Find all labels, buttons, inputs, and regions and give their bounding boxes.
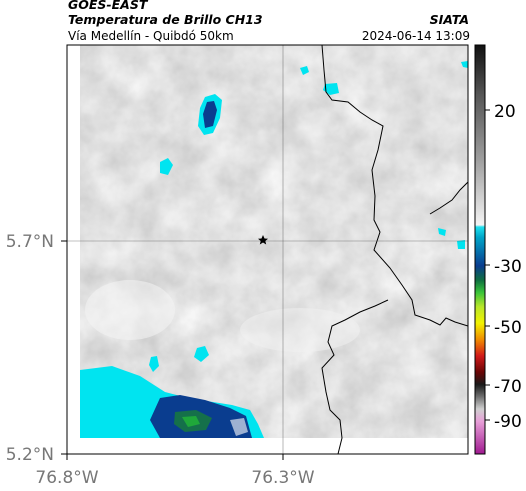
brightness-temperature-field bbox=[80, 45, 468, 438]
map-frame bbox=[66, 44, 469, 455]
lon-tick-label: 76.8°W bbox=[35, 468, 98, 488]
colorbar-tick-label: -50 bbox=[494, 318, 522, 338]
colorbar-tick-label: -30 bbox=[494, 257, 522, 277]
cold-cloud-tops bbox=[80, 61, 468, 438]
colorbar: 20 -30 -50 -70 -90 bbox=[474, 44, 522, 455]
lat-tick-label: 5.7°N bbox=[6, 232, 54, 252]
border-line-east bbox=[429, 181, 468, 215]
colorbar-tick-label: -90 bbox=[494, 412, 522, 432]
lon-tick-label: 76.3°W bbox=[251, 468, 314, 488]
lat-tick-label: 5.2°N bbox=[6, 445, 54, 465]
satellite-title: GOES-EAST bbox=[68, 0, 148, 12]
border-line bbox=[321, 299, 389, 454]
product-title: Temperatura de Brillo CH13 bbox=[68, 12, 263, 27]
coastline bbox=[321, 45, 468, 327]
datetime-label: 2024-06-14 13:09 bbox=[361, 29, 470, 43]
colorbar-tick-label: 20 bbox=[494, 102, 516, 122]
star-icon bbox=[258, 235, 268, 245]
route-subtitle: Vía Medellín - Quibdó 50km bbox=[68, 29, 234, 43]
organization-label: SIATA bbox=[429, 12, 469, 27]
colorbar-tick-label: -70 bbox=[494, 377, 522, 397]
